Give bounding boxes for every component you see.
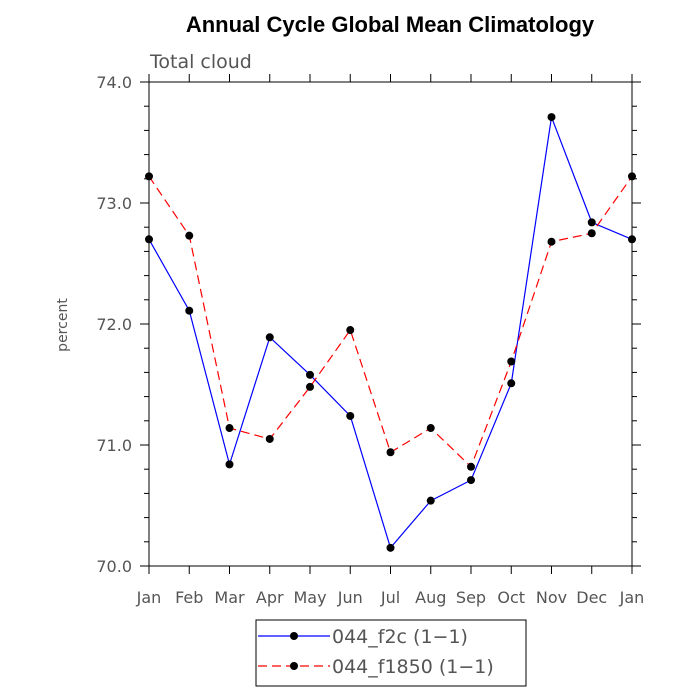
- data-point: [587, 218, 596, 227]
- data-point: [346, 326, 355, 335]
- x-tick-label: Jan: [136, 588, 162, 607]
- data-point: [507, 379, 516, 388]
- legend: 044_f2c (1−1) 044_f1850 (1−1): [255, 619, 527, 687]
- legend-marker-f1850: [290, 662, 298, 670]
- series-line: [148, 176, 633, 468]
- x-tick-label: Jan: [619, 588, 645, 607]
- x-tick-label: Aug: [415, 588, 446, 607]
- data-point: [386, 543, 395, 552]
- data-point: [547, 237, 556, 246]
- x-tick-label: Mar: [214, 588, 245, 607]
- data-point: [467, 476, 475, 485]
- y-tick-label: 72.0: [96, 315, 132, 334]
- y-tick-label: 71.0: [96, 436, 132, 455]
- y-tick-labels: 70.0 71.0 72.0 73.0 74.0: [96, 73, 132, 576]
- series-layer: [145, 113, 636, 552]
- data-point: [225, 460, 234, 469]
- y-tick-label: 73.0: [96, 194, 132, 213]
- data-point: [628, 235, 636, 244]
- data-point: [306, 382, 314, 391]
- y-tick-label: 74.0: [96, 73, 132, 92]
- chart-subtitle: Total cloud: [149, 51, 252, 73]
- legend-box: [255, 619, 527, 687]
- data-point: [185, 231, 194, 240]
- x-tick-label: Jun: [337, 588, 363, 607]
- x-tick-label: Oct: [497, 588, 525, 607]
- y-axis-label: percent: [55, 298, 71, 352]
- data-point: [426, 424, 435, 433]
- y-tick-label: 70.0: [96, 557, 132, 576]
- x-tick-label: Jul: [380, 588, 400, 607]
- plot-frame: [148, 81, 633, 567]
- data-point: [467, 462, 475, 471]
- x-tick-label: Dec: [576, 588, 607, 607]
- series-0: [145, 113, 636, 552]
- x-tick-labels: Jan Feb Mar Apr May Jun Jul Aug Sep Oct Nov Dec Jan: [136, 588, 645, 607]
- tick-marks: [140, 74, 641, 574]
- data-point: [426, 496, 435, 505]
- data-point: [507, 357, 516, 366]
- x-tick-label: Feb: [175, 588, 203, 607]
- data-point: [346, 411, 355, 420]
- data-point: [386, 448, 395, 457]
- x-tick-label: Nov: [536, 588, 567, 607]
- data-point: [547, 113, 556, 122]
- x-tick-label: May: [293, 588, 326, 607]
- legend-label-f2c: 044_f2c (1−1): [332, 626, 468, 648]
- data-point: [628, 172, 636, 181]
- data-point: [225, 424, 234, 433]
- data-point: [145, 172, 153, 181]
- series-line: [148, 114, 633, 550]
- data-point: [587, 229, 596, 238]
- x-tick-label: Sep: [456, 588, 486, 607]
- series-1: [145, 172, 636, 471]
- legend-label-f1850: 044_f1850 (1−1): [332, 656, 494, 678]
- data-point: [145, 235, 153, 244]
- chart-title: Annual Cycle Global Mean Climatology: [186, 12, 595, 37]
- data-point: [185, 306, 194, 315]
- data-point: [265, 333, 274, 342]
- x-tick-label: Apr: [256, 588, 284, 607]
- data-point: [306, 370, 314, 379]
- data-point: [265, 434, 274, 443]
- legend-marker-f2c: [290, 632, 298, 640]
